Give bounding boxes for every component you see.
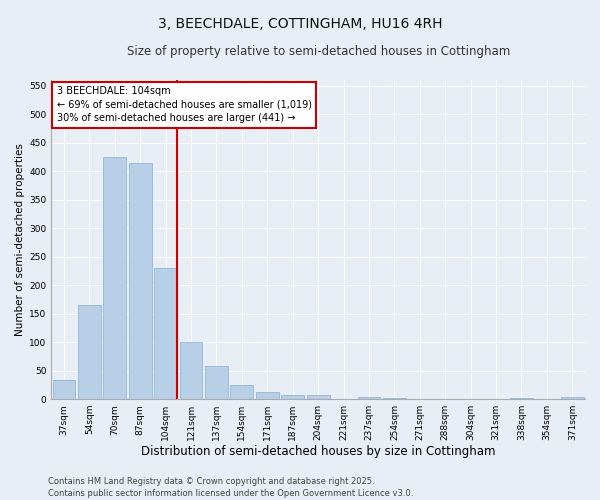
Bar — [383, 398, 406, 399]
Bar — [281, 394, 304, 399]
Text: 3 BEECHDALE: 104sqm
← 69% of semi-detached houses are smaller (1,019)
30% of sem: 3 BEECHDALE: 104sqm ← 69% of semi-detach… — [56, 86, 311, 123]
Bar — [358, 398, 380, 399]
Bar — [561, 398, 584, 399]
Text: Contains HM Land Registry data © Crown copyright and database right 2025.
Contai: Contains HM Land Registry data © Crown c… — [48, 476, 413, 498]
Bar — [78, 305, 101, 399]
Title: Size of property relative to semi-detached houses in Cottingham: Size of property relative to semi-detach… — [127, 45, 510, 58]
X-axis label: Distribution of semi-detached houses by size in Cottingham: Distribution of semi-detached houses by … — [141, 444, 496, 458]
Bar — [154, 268, 177, 399]
Bar — [256, 392, 279, 399]
Bar — [103, 157, 126, 399]
Y-axis label: Number of semi-detached properties: Number of semi-detached properties — [15, 143, 25, 336]
Bar — [205, 366, 228, 399]
Bar — [409, 398, 431, 399]
Bar — [510, 398, 533, 399]
Bar — [53, 380, 76, 399]
Bar — [129, 162, 152, 399]
Text: 3, BEECHDALE, COTTINGHAM, HU16 4RH: 3, BEECHDALE, COTTINGHAM, HU16 4RH — [158, 18, 442, 32]
Bar — [230, 385, 253, 399]
Bar — [434, 398, 457, 399]
Bar — [179, 342, 202, 399]
Bar — [307, 394, 329, 399]
